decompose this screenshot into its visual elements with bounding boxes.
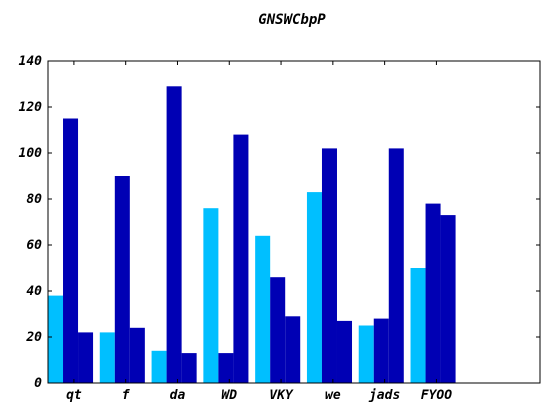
axis-layer: 0 20 40 60 80 100 120 140 qt f da WD VKY we jads FYOO <box>19 54 540 403</box>
bar-FYOO-series-1 <box>410 268 426 383</box>
bar-VKY-series-1 <box>255 235 271 383</box>
bar-WD-series-2 <box>218 353 234 383</box>
y-tick-label-120: 120 <box>19 100 43 115</box>
bar-we-series-3 <box>336 320 353 383</box>
bar-WD-series-1 <box>203 208 219 383</box>
bar-we-series-2 <box>321 148 337 383</box>
bar-FYOO-series-2 <box>425 203 441 383</box>
x-tick-label-qt: qt <box>66 388 82 403</box>
bar-da-series-3 <box>181 353 197 383</box>
bar-VKY-series-2 <box>270 277 286 383</box>
bar-jads-series-3 <box>388 148 404 383</box>
y-tick-label-140: 140 <box>19 54 43 69</box>
bar-qt-series-2 <box>63 118 79 383</box>
bar-jads-series-2 <box>373 318 389 383</box>
x-tick-label-FYOO: FYOO <box>421 388 452 403</box>
bar-VKY-series-3 <box>285 316 301 383</box>
y-tick-label-0: 0 <box>34 376 42 391</box>
y-tick-label-20: 20 <box>25 330 42 345</box>
x-tick-label-WD: WD <box>221 388 237 403</box>
x-tick-label-VKY: VKY <box>269 388 294 403</box>
bar-da-series-2 <box>166 86 182 384</box>
bar-WD-series-3 <box>233 134 249 383</box>
bars-layer <box>48 86 456 384</box>
bar-da-series-1 <box>151 350 167 383</box>
bar-f-series-3 <box>129 327 145 383</box>
bar-f-series-1 <box>99 332 115 383</box>
bar-FYOO-series-3 <box>440 215 456 383</box>
y-tick-label-40: 40 <box>26 284 42 299</box>
y-tick-label-80: 80 <box>26 192 42 207</box>
x-tick-label-we: we <box>325 388 341 403</box>
bar-we-series-1 <box>306 192 322 383</box>
chart-title: GNSWCbpP <box>258 12 326 28</box>
bar-jads-series-1 <box>358 325 374 383</box>
bar-qt-series-3 <box>78 332 94 383</box>
y-tick-label-100: 100 <box>19 146 43 161</box>
bar-qt-series-1 <box>48 295 64 383</box>
x-tick-label-jads: jads <box>368 388 400 403</box>
x-tick-label-f: f <box>122 388 131 403</box>
y-tick-label-60: 60 <box>26 238 42 253</box>
plot-frame <box>47 60 541 384</box>
bar-f-series-2 <box>114 176 130 383</box>
x-tick-label-da: da <box>170 388 186 403</box>
